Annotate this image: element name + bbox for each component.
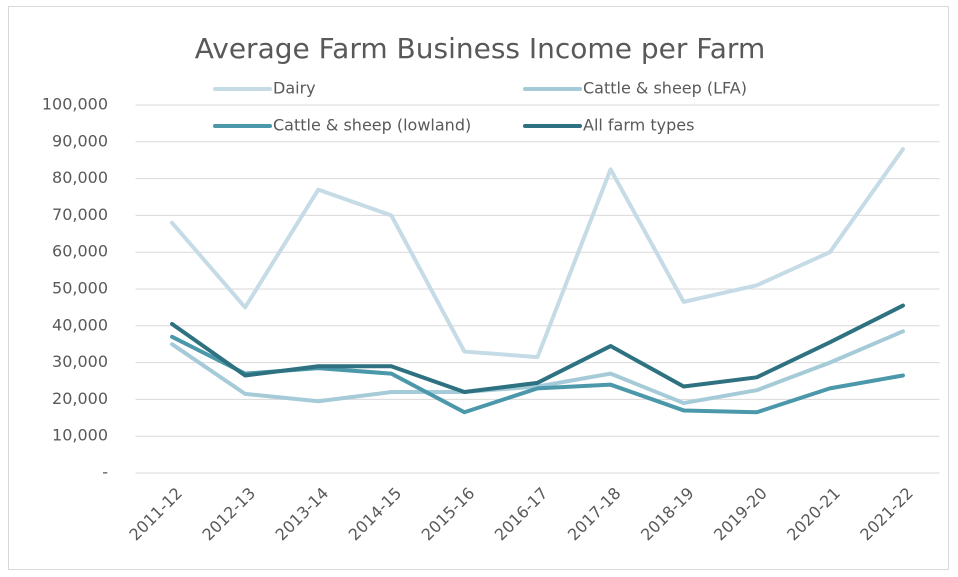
chart-border bbox=[8, 6, 949, 570]
y-tick-label: 90,000 bbox=[52, 131, 108, 150]
series-line bbox=[170, 147, 905, 360]
legend-label: Dairy bbox=[273, 79, 316, 98]
y-tick-label: 60,000 bbox=[52, 242, 108, 261]
legend-label: Cattle & sheep (lowland) bbox=[273, 116, 471, 135]
legend-label: All farm types bbox=[583, 116, 694, 135]
y-tick-label: 10,000 bbox=[52, 426, 108, 445]
chart-title: Average Farm Business Income per Farm bbox=[195, 32, 765, 65]
y-tick-label: 40,000 bbox=[52, 315, 108, 334]
y-tick-label: 30,000 bbox=[52, 352, 108, 371]
y-tick-label: - bbox=[102, 463, 108, 482]
y-tick-label: 80,000 bbox=[52, 168, 108, 187]
y-tick-label: 100,000 bbox=[42, 95, 108, 114]
y-tick-label: 70,000 bbox=[52, 205, 108, 224]
series-line bbox=[170, 303, 905, 395]
y-tick-label: 50,000 bbox=[52, 279, 108, 298]
y-tick-label: 20,000 bbox=[52, 389, 108, 408]
legend-label: Cattle & sheep (LFA) bbox=[583, 79, 747, 98]
